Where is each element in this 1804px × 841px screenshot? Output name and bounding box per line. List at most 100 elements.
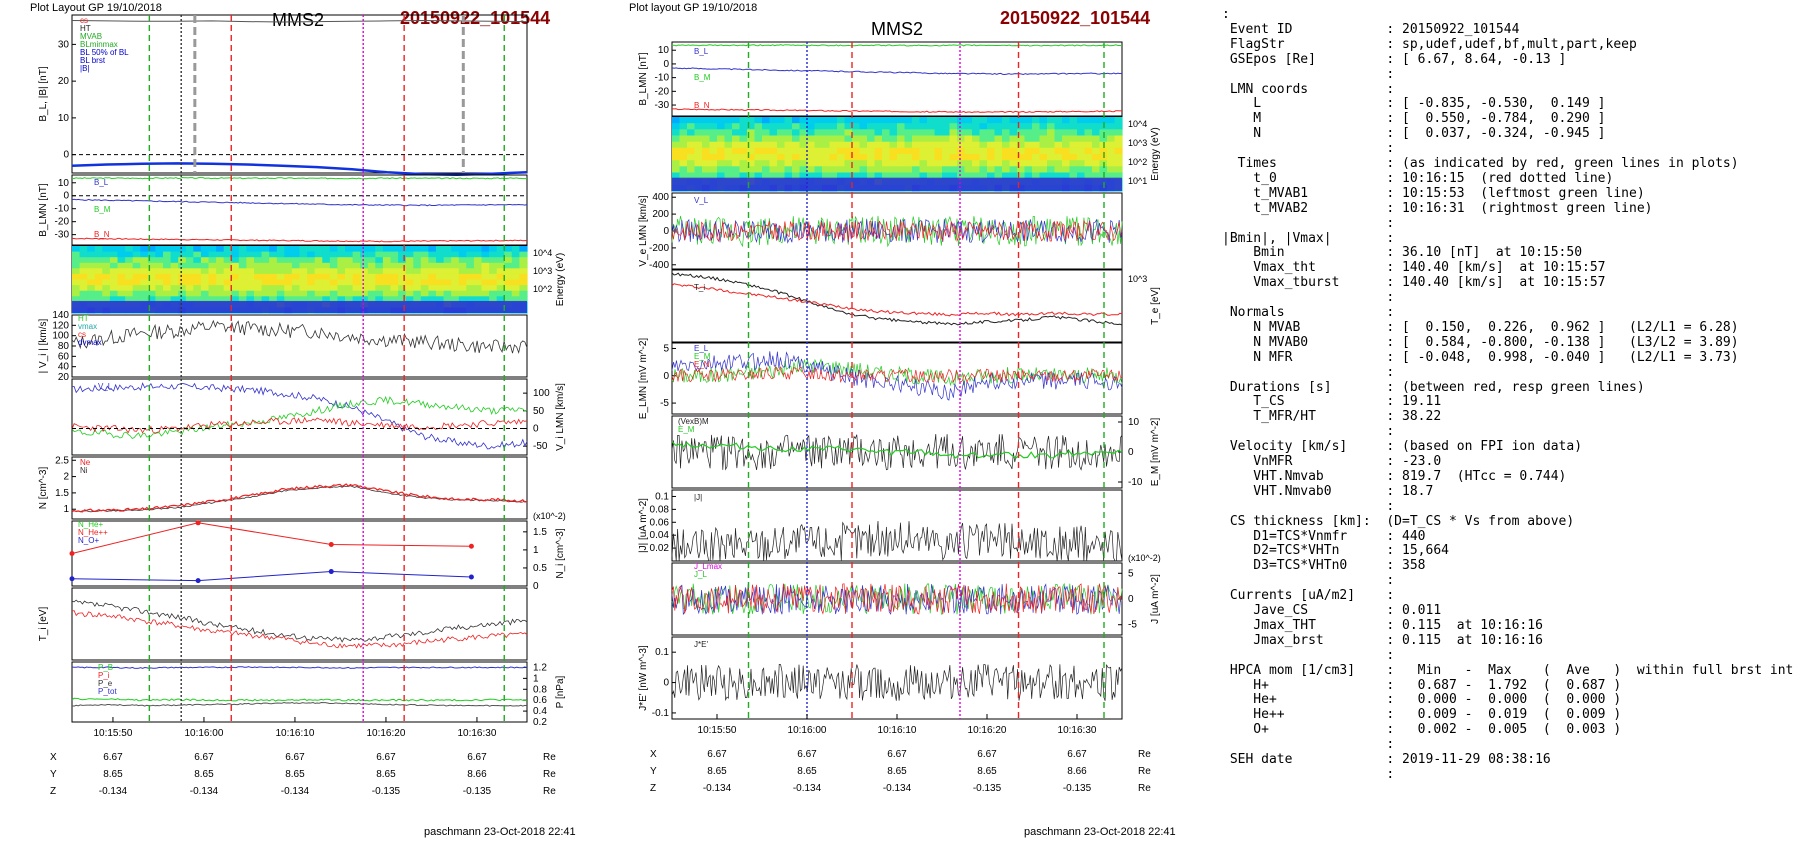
spectrogram-cell bbox=[717, 172, 726, 180]
panel-frame bbox=[71, 587, 528, 661]
spectrogram-cell bbox=[314, 257, 323, 264]
spectrogram-cell bbox=[443, 257, 452, 264]
y-tick-label: -20 bbox=[55, 217, 70, 228]
spectrogram-cell bbox=[216, 285, 225, 292]
y-tick-label: 1 bbox=[63, 504, 69, 515]
spectrogram-cell bbox=[458, 290, 467, 297]
spectrogram-cell bbox=[694, 154, 703, 161]
spectrogram-cell bbox=[1054, 129, 1063, 137]
spectrogram-cell bbox=[163, 262, 172, 269]
spectrogram-cell bbox=[1009, 172, 1018, 180]
spectrogram-cell bbox=[200, 251, 210, 258]
spectrogram-cell bbox=[337, 290, 346, 297]
spectrogram-cell bbox=[79, 251, 88, 258]
spectrogram-cell bbox=[511, 268, 520, 275]
spectrogram-cell bbox=[1077, 166, 1086, 174]
legend-entry: Ne bbox=[80, 458, 91, 467]
spectrogram-cell bbox=[882, 117, 891, 124]
spectrogram-cell bbox=[147, 296, 156, 303]
spectrogram-cell bbox=[927, 117, 936, 124]
spectrogram-cell bbox=[163, 257, 172, 264]
y-tick-label: 0.06 bbox=[650, 517, 670, 528]
spectrogram-cell bbox=[972, 160, 981, 167]
spectrogram-cell bbox=[769, 123, 778, 130]
spectrogram-cell bbox=[231, 251, 240, 258]
spectrogram-cell bbox=[709, 135, 718, 143]
spectrogram-cell bbox=[360, 268, 369, 275]
spectrogram-cell bbox=[109, 268, 119, 275]
spectrogram-cell bbox=[466, 290, 475, 297]
spectrogram-cell bbox=[345, 268, 354, 275]
spectrogram-cell bbox=[216, 296, 225, 303]
spectrogram-cell bbox=[852, 154, 861, 161]
series-line-Ptot bbox=[71, 666, 528, 669]
info-line: : bbox=[1222, 766, 1395, 782]
spectrogram-cell bbox=[859, 154, 868, 161]
spectrogram-cell bbox=[79, 285, 88, 292]
y-tick-label: 0.6 bbox=[533, 695, 547, 706]
spectrogram-cell bbox=[398, 246, 407, 253]
y-axis-label: N_i [cm^-3] bbox=[555, 528, 566, 578]
spectrogram-cell bbox=[72, 290, 81, 297]
spectrogram-cell bbox=[284, 296, 293, 303]
panel-frame bbox=[671, 636, 1123, 720]
spectrogram-cell bbox=[1107, 154, 1116, 161]
info-line: : bbox=[1222, 66, 1395, 82]
spectrogram-cell bbox=[481, 279, 490, 286]
spectrogram-cell bbox=[852, 147, 861, 155]
y-tick-label: 5 bbox=[663, 343, 669, 354]
spectrogram-cell bbox=[504, 251, 513, 258]
spectrogram-cell bbox=[927, 147, 936, 155]
spectrogram-cell bbox=[949, 117, 958, 124]
spectrogram-cell bbox=[844, 141, 853, 149]
spectrogram-cell bbox=[329, 279, 338, 286]
spectrogram-cell bbox=[413, 257, 422, 264]
spectrogram-cell bbox=[185, 285, 194, 292]
spectrogram-cell bbox=[451, 285, 460, 292]
spectrogram-cell bbox=[1069, 154, 1078, 161]
spectrogram-cell bbox=[889, 154, 898, 161]
spectrogram-cell bbox=[489, 285, 498, 292]
spectrogram-cell bbox=[919, 135, 928, 143]
spectrogram-cell bbox=[436, 246, 445, 253]
series-line-Ti-par bbox=[71, 599, 528, 643]
spectrogram-cell bbox=[185, 273, 194, 281]
series-line-EM bbox=[671, 441, 1123, 459]
spectrogram-cell bbox=[352, 285, 361, 292]
spectrogram-cell bbox=[1077, 123, 1086, 130]
spectrogram-cell bbox=[987, 166, 996, 174]
spectrogram-cell bbox=[178, 251, 187, 258]
spectrogram-cell bbox=[994, 135, 1003, 143]
spectrogram-cell bbox=[208, 279, 217, 286]
spectrogram-cell bbox=[1054, 141, 1063, 149]
spectrogram-cell bbox=[185, 296, 194, 303]
spectrogram-cell bbox=[724, 135, 733, 143]
spectrogram-cell bbox=[859, 141, 868, 149]
spectrogram-cell bbox=[814, 117, 823, 124]
spectrogram-cell bbox=[481, 262, 490, 269]
spectrogram-cell bbox=[1107, 135, 1116, 143]
y-tick-label: 10^3 bbox=[1128, 274, 1147, 284]
spectrogram-cell bbox=[709, 154, 718, 161]
spectrogram-cell bbox=[125, 257, 134, 264]
spectrogram-cell bbox=[1032, 172, 1041, 180]
spectrogram-cell bbox=[1107, 166, 1116, 174]
spectrogram-cell bbox=[709, 160, 718, 167]
spectrogram-cell bbox=[178, 296, 187, 303]
spectrogram-cell bbox=[314, 296, 323, 303]
spectrogram-cell bbox=[1024, 166, 1033, 174]
spectrogram-cell bbox=[1054, 172, 1063, 180]
legend-entry: J_L bbox=[694, 570, 707, 579]
spectrogram-cell bbox=[694, 129, 703, 137]
spectrogram-cell bbox=[511, 290, 520, 297]
spectrogram-cell bbox=[1047, 160, 1056, 167]
spectrogram-cell bbox=[844, 135, 853, 143]
spectrogram-cell bbox=[398, 273, 407, 281]
spectrogram-cell bbox=[1002, 117, 1011, 124]
spectrogram-cell bbox=[1017, 166, 1026, 174]
spectrogram-cell bbox=[949, 129, 958, 137]
spectrogram-cell bbox=[322, 296, 331, 303]
spectrogram-cell bbox=[964, 129, 973, 137]
spectrogram-cell bbox=[769, 141, 778, 149]
spectrogram-cell bbox=[979, 129, 988, 137]
